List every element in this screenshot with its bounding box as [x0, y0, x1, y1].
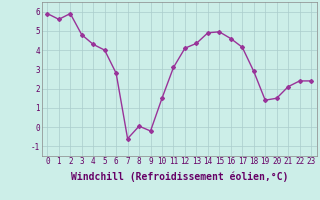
X-axis label: Windchill (Refroidissement éolien,°C): Windchill (Refroidissement éolien,°C): [70, 172, 288, 182]
